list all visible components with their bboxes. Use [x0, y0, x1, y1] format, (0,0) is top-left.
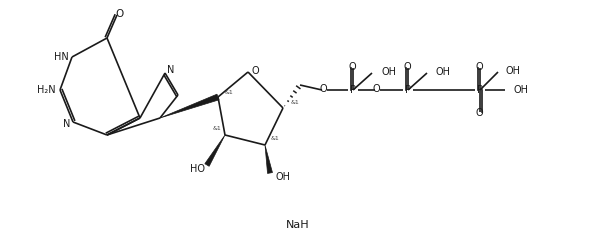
Text: OH: OH	[275, 172, 290, 182]
Polygon shape	[205, 135, 225, 166]
Polygon shape	[160, 94, 219, 118]
Text: P: P	[405, 85, 411, 95]
Text: OH: OH	[513, 85, 528, 95]
Text: OH: OH	[381, 67, 396, 77]
Text: O: O	[475, 62, 483, 72]
Text: &1: &1	[225, 89, 234, 95]
Text: P: P	[350, 85, 356, 95]
Text: O: O	[475, 108, 483, 118]
Text: H₂N: H₂N	[38, 85, 56, 95]
Text: P: P	[477, 85, 483, 95]
Text: O: O	[403, 62, 411, 72]
Text: HN: HN	[54, 52, 69, 62]
Text: NaH: NaH	[286, 220, 310, 230]
Text: N: N	[167, 65, 175, 75]
Text: O: O	[116, 9, 124, 19]
Text: &1: &1	[271, 136, 280, 140]
Text: O: O	[348, 62, 356, 72]
Text: &1: &1	[212, 127, 221, 131]
Text: OH: OH	[436, 67, 451, 77]
Text: O: O	[372, 84, 380, 94]
Text: &1: &1	[291, 101, 300, 105]
Text: N: N	[63, 119, 70, 129]
Text: O: O	[319, 84, 327, 94]
Text: HO: HO	[190, 164, 205, 174]
Text: O: O	[251, 66, 259, 76]
Polygon shape	[265, 145, 272, 174]
Text: OH: OH	[506, 66, 521, 76]
